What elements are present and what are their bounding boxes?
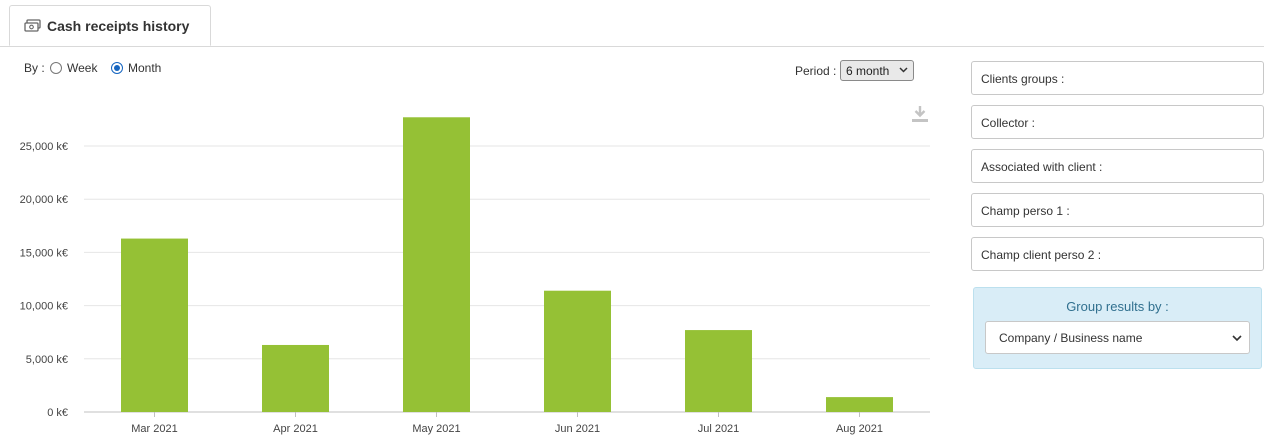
- period-select[interactable]: 6 month: [840, 60, 914, 81]
- y-tick-label: 15,000 k€: [20, 247, 68, 259]
- tab-bar: Cash receipts history: [0, 0, 1264, 47]
- y-tick-label: 10,000 k€: [20, 301, 68, 313]
- bar[interactable]: [403, 117, 470, 412]
- radio-week[interactable]: [50, 62, 62, 74]
- period-label: Period :: [795, 64, 837, 78]
- bar-chart: 0 k€ 5,000 k€ 10,000 k€ 15,000 k€ 20,000 k€ 2…: [20, 117, 930, 435]
- x-tick-label: Jul 2021: [698, 423, 740, 435]
- filter-collector-label: Collector :: [981, 116, 1036, 130]
- radio-week-label[interactable]: Week: [67, 61, 98, 75]
- bar[interactable]: [121, 238, 188, 412]
- filter-clients-groups-label: Clients groups :: [981, 72, 1065, 86]
- bar[interactable]: [685, 330, 752, 412]
- filter-clients-groups[interactable]: Clients groups :: [971, 61, 1264, 95]
- filter-champ-perso-1-label: Champ perso 1 :: [981, 204, 1070, 218]
- y-tick-label: 20,000 k€: [20, 194, 68, 206]
- bar[interactable]: [544, 290, 611, 412]
- tab-label: Cash receipts history: [47, 18, 190, 34]
- bar[interactable]: [262, 344, 329, 412]
- chevron-down-icon: [899, 67, 908, 73]
- radio-month-label[interactable]: Month: [128, 61, 162, 75]
- filter-champ-client-perso-2-label: Champ client perso 2 :: [981, 248, 1102, 262]
- x-tick-label: Aug 2021: [836, 423, 883, 435]
- x-tick-label: Apr 2021: [273, 423, 318, 435]
- x-tick-label: Jun 2021: [555, 423, 600, 435]
- group-results-panel: Group results by : Company / Business na…: [973, 287, 1262, 369]
- group-results-select[interactable]: Company / Business name: [985, 321, 1250, 354]
- cash-icon: [24, 19, 41, 32]
- x-tick-label: May 2021: [412, 423, 460, 435]
- tab-cash-receipts-history[interactable]: Cash receipts history: [9, 5, 211, 46]
- filter-associated-with-client[interactable]: Associated with client :: [971, 149, 1264, 183]
- by-label: By :: [24, 61, 45, 75]
- period-value: 6 month: [846, 64, 890, 78]
- bar[interactable]: [826, 397, 893, 412]
- download-icon[interactable]: [910, 104, 930, 124]
- filter-associated-with-client-label: Associated with client :: [981, 160, 1103, 174]
- filter-champ-client-perso-2[interactable]: Champ client perso 2 :: [971, 237, 1264, 271]
- filter-collector[interactable]: Collector :: [971, 105, 1264, 139]
- group-results-value: Company / Business name: [999, 331, 1143, 345]
- chevron-down-icon: [1232, 335, 1242, 342]
- y-tick-label: 0 k€: [47, 407, 68, 419]
- group-results-title: Group results by :: [1066, 299, 1169, 314]
- radio-month[interactable]: [111, 62, 123, 74]
- y-tick-label: 25,000 k€: [20, 141, 68, 153]
- filter-champ-perso-1[interactable]: Champ perso 1 :: [971, 193, 1264, 227]
- x-tick-label: Mar 2021: [131, 423, 177, 435]
- y-tick-label: 5,000 k€: [26, 354, 68, 366]
